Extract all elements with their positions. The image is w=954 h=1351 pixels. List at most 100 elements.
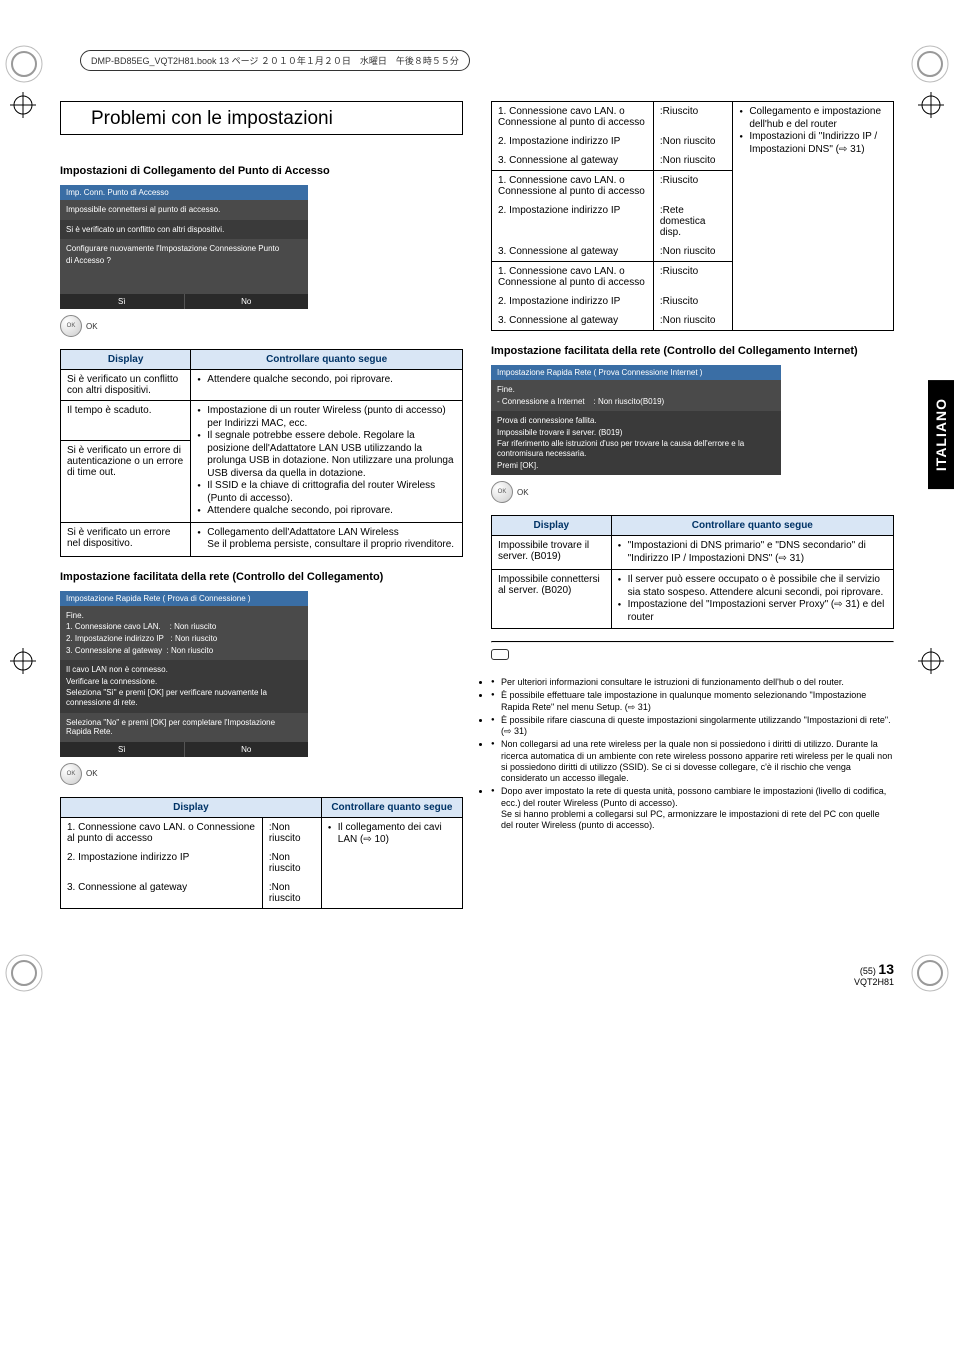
table-cell: 1. Connessione cavo LAN. o Connessione a…	[492, 171, 654, 202]
dialog-no-button[interactable]: No	[185, 294, 309, 309]
note-icon	[491, 649, 509, 660]
table-header: Controllare quanto segue	[321, 797, 462, 817]
table-header: Display	[61, 350, 191, 370]
dialog-line: Premi [OK].	[497, 460, 775, 472]
table-cell: Collegamento e impostazione dell'hub e d…	[733, 102, 894, 331]
table-cell: 1. Connessione cavo LAN. o Connessione a…	[61, 817, 263, 848]
table-cell: :Riuscito	[653, 292, 732, 311]
dialog-line: Far riferimento alle istruzioni d'uso pe…	[497, 438, 775, 459]
table-cell: 1. Connessione cavo LAN. o Connessione a…	[492, 262, 654, 293]
table-header: Controllare quanto segue	[611, 516, 893, 536]
ok-icon: OK	[60, 315, 82, 337]
table-cell: 2. Impostazione indirizzo IP	[492, 292, 654, 311]
ok-indicator: OK OK	[491, 481, 894, 503]
dialog-line: 2. Impostazione indirizzo IP : Non riusc…	[66, 633, 302, 645]
table-header: Controllare quanto segue	[191, 350, 463, 370]
binder-ring-icon	[4, 34, 44, 94]
note-item: È possibile rifare ciascuna di queste im…	[491, 715, 894, 738]
table-cell: 2. Impostazione indirizzo IP	[61, 848, 263, 878]
binder-ring-icon	[910, 943, 950, 1003]
right-column: 1. Connessione cavo LAN. o Connessione a…	[491, 101, 894, 833]
ok-icon: OK	[491, 481, 513, 503]
ok-indicator: OK OK	[60, 315, 463, 337]
dialog-title: Imp. Conn. Punto di Accesso	[60, 185, 308, 200]
bullet: Il segnale potrebbe essere debole. Regol…	[197, 430, 456, 480]
table-internet: Display Controllare quanto segue Impossi…	[491, 515, 894, 629]
doc-header: DMP-BD85EG_VQT2H81.book 13 ページ ２０１０年１月２０…	[80, 50, 470, 71]
dialog-internet-test: Impostazione Rapida Rete ( Prova Conness…	[491, 365, 781, 475]
table-cell: Si è verificato un errore nel dispositiv…	[61, 522, 191, 556]
dialog-line: Fine.	[497, 384, 775, 396]
table-cell: :Non riuscito	[262, 878, 321, 909]
subheading-network-check: Impostazione facilitata della rete (Cont…	[60, 571, 463, 583]
bullet: Collegamento dell'Adattatore LAN Wireles…	[197, 527, 456, 552]
subheading-access-point: Impostazioni di Collegamento del Punto d…	[60, 165, 463, 177]
dialog-line: Impossibile connettersi al punto di acce…	[66, 204, 302, 216]
note-item: Dopo aver impostato la rete di questa un…	[491, 786, 894, 831]
binder-ring-icon	[910, 34, 950, 94]
table-cell: 3. Connessione al gateway	[61, 878, 263, 909]
table-cell: Il server può essere occupato o è possib…	[611, 570, 893, 629]
dialog-line: Configurare nuovamente l'Impostazione Co…	[66, 243, 302, 255]
bullet: Il server può essere occupato o è possib…	[618, 574, 887, 599]
table-cell: 3. Connessione al gateway	[492, 151, 654, 171]
table-cell: Attendere qualche secondo, poi riprovare…	[191, 370, 463, 401]
bullet: "Impostazioni di DNS primario" e "DNS se…	[618, 540, 887, 565]
dialog-line: Il cavo LAN non è connesso.	[66, 664, 302, 676]
ok-label: OK	[86, 322, 98, 331]
dialog-line: Verificare la connessione.	[66, 676, 302, 688]
section-title-text: Problemi con le impostazioni	[91, 108, 432, 130]
table-cell: :Non riuscito	[262, 817, 321, 848]
table-cell: 3. Connessione al gateway	[492, 311, 654, 331]
ok-label: OK	[517, 488, 529, 497]
crop-mark-icon	[918, 648, 944, 674]
dialog-yes-button[interactable]: Sì	[60, 294, 185, 309]
note-item: Non collegarsi ad una rete wireless per …	[491, 739, 894, 784]
table-cell: :Non riuscito	[653, 151, 732, 171]
table-cell: :Riuscito	[653, 262, 732, 293]
dialog-line: Impossibile trovare il server. (B019)	[497, 427, 775, 439]
table-cell: Si è verificato un errore di autenticazi…	[61, 440, 191, 522]
bullet: Il SSID e la chiave di crittografia del …	[197, 480, 456, 505]
ok-indicator: OK OK	[60, 763, 463, 785]
page-footer: (55) 13 VQT2H81	[40, 961, 914, 987]
footer-seq: (55)	[860, 966, 876, 976]
dialog-no-button[interactable]: No	[185, 742, 309, 757]
ok-label: OK	[86, 769, 98, 778]
table-cell: "Impostazioni di DNS primario" e "DNS se…	[611, 536, 893, 570]
table-cell: :Non riuscito	[653, 311, 732, 331]
dialog-line: 3. Connessione al gateway : Non riuscito	[66, 645, 302, 657]
note-item: Per ulteriori informazioni consultare le…	[491, 677, 894, 688]
table-cell: Il tempo è scaduto.	[61, 401, 191, 440]
subheading-internet-check: Impostazione facilitata della rete (Cont…	[491, 345, 894, 357]
table-cell: :Riuscito	[653, 171, 732, 202]
dialog-line: di Accesso ?	[66, 255, 302, 267]
ok-icon: OK	[60, 763, 82, 785]
table-cell: Impostazione di un router Wireless (punt…	[191, 401, 463, 523]
table-cell: Impossibile connettersi al server. (B020…	[492, 570, 612, 629]
crop-mark-icon	[10, 92, 36, 118]
table-cell: :Non riuscito	[262, 848, 321, 878]
table-troubleshoot-1: Display Controllare quanto segue Si è ve…	[60, 349, 463, 557]
footer-code: VQT2H81	[854, 977, 894, 987]
dialog-title: Impostazione Rapida Rete ( Prova Conness…	[491, 365, 781, 380]
note-item: È possibile effettuare tale impostazione…	[491, 690, 894, 713]
bullet: Impostazione di un router Wireless (punt…	[197, 405, 456, 430]
bullet: Attendere qualche secondo, poi riprovare…	[197, 505, 456, 518]
dialog-access-point: Imp. Conn. Punto di Accesso Impossibile …	[60, 185, 308, 309]
crop-mark-icon	[918, 92, 944, 118]
table-cell: 1. Connessione cavo LAN. o Connessione a…	[492, 102, 654, 133]
dialog-line: 1. Connessione cavo LAN. : Non riuscito	[66, 621, 302, 633]
table-cell: Collegamento dell'Adattatore LAN Wireles…	[191, 522, 463, 556]
bullet: Collegamento e impostazione dell'hub e d…	[739, 106, 887, 131]
table-header: Display	[61, 797, 322, 817]
dialog-line: Seleziona "No" e premi [OK] per completa…	[66, 717, 302, 738]
dialog-line: Fine.	[66, 610, 302, 622]
dialog-yes-button[interactable]: Sì	[60, 742, 185, 757]
page-number: 13	[878, 961, 894, 977]
dialog-connection-test: Impostazione Rapida Rete ( Prova di Conn…	[60, 591, 308, 757]
dialog-line: Si è verificato un conflitto con altri d…	[66, 224, 302, 236]
bullet: Impostazione del "Impostazioni server Pr…	[618, 599, 887, 624]
left-column: Problemi con le impostazioni Impostazion…	[60, 101, 463, 921]
table-cell: :Non riuscito	[653, 242, 732, 262]
